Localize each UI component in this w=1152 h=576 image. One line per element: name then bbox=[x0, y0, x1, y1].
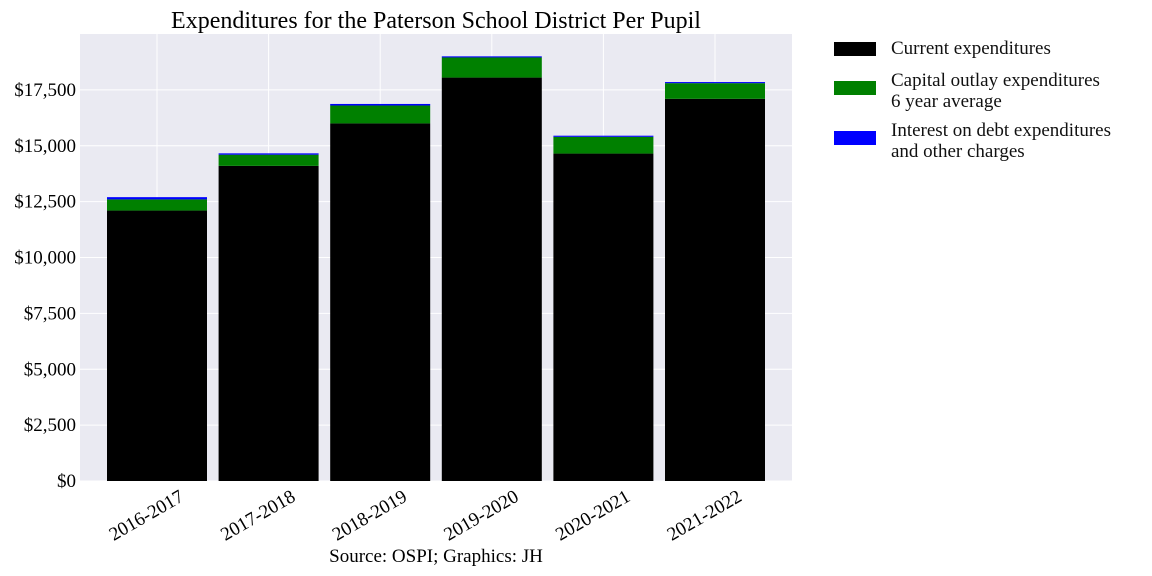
y-tick-label: $7,500 bbox=[24, 303, 76, 324]
bar-segment bbox=[218, 153, 319, 155]
legend-swatch bbox=[834, 131, 876, 145]
chart-title: Expenditures for the Paterson School Dis… bbox=[171, 8, 701, 34]
bar-segment bbox=[218, 154, 319, 166]
legend-label: Interest on debt expenditures and other c… bbox=[891, 120, 1112, 162]
bar-segment bbox=[441, 57, 542, 78]
x-tick-label: 2016-2017 bbox=[106, 486, 188, 545]
source-caption: Source: OSPI; Graphics: JH bbox=[329, 546, 543, 567]
bar-segment bbox=[665, 82, 765, 84]
y-axis: $0 $2,500 $5,000 $7,500 $10,000 $12,500 $15,00… bbox=[14, 80, 76, 492]
bar-segment bbox=[330, 105, 431, 124]
y-tick-label: $17,500 bbox=[14, 80, 76, 101]
bar-segment bbox=[107, 210, 207, 481]
bar-segment bbox=[553, 135, 654, 137]
x-tick-label: 2019-2020 bbox=[441, 486, 523, 545]
x-tick-label: 2017-2018 bbox=[217, 486, 299, 545]
y-tick-label: $15,000 bbox=[14, 136, 76, 157]
bar-segment bbox=[553, 136, 654, 154]
x-tick-label: 2021-2022 bbox=[664, 486, 746, 545]
bar-segment bbox=[107, 197, 207, 200]
legend-swatch bbox=[834, 81, 876, 95]
bar-segment bbox=[218, 165, 319, 482]
legend-label: Current expenditures bbox=[891, 38, 1051, 59]
y-tick-label: $2,500 bbox=[24, 415, 76, 436]
bar-segment bbox=[441, 56, 542, 58]
y-tick-label: $12,500 bbox=[14, 192, 76, 213]
y-tick-label: $10,000 bbox=[14, 248, 76, 269]
x-tick-label: 2020-2021 bbox=[552, 486, 634, 545]
bar-segment bbox=[330, 103, 431, 106]
bar-segment bbox=[441, 77, 542, 482]
y-tick-label: $5,000 bbox=[24, 359, 76, 380]
bar-segment bbox=[107, 199, 207, 211]
legend-swatch bbox=[834, 42, 876, 56]
bar-segment bbox=[665, 98, 765, 481]
bar-segment bbox=[330, 123, 431, 482]
bars bbox=[107, 56, 765, 482]
y-tick-label: $0 bbox=[57, 471, 76, 492]
x-tick-label: 2018-2019 bbox=[329, 486, 411, 545]
legend-label: Capital outlay expenditures 6 year averag… bbox=[891, 70, 1100, 112]
bar-segment bbox=[553, 153, 654, 481]
bar-segment bbox=[665, 83, 765, 99]
x-axis: 2016-2017 2017-2018 2018-2019 2019-2020 2020… bbox=[106, 486, 746, 545]
